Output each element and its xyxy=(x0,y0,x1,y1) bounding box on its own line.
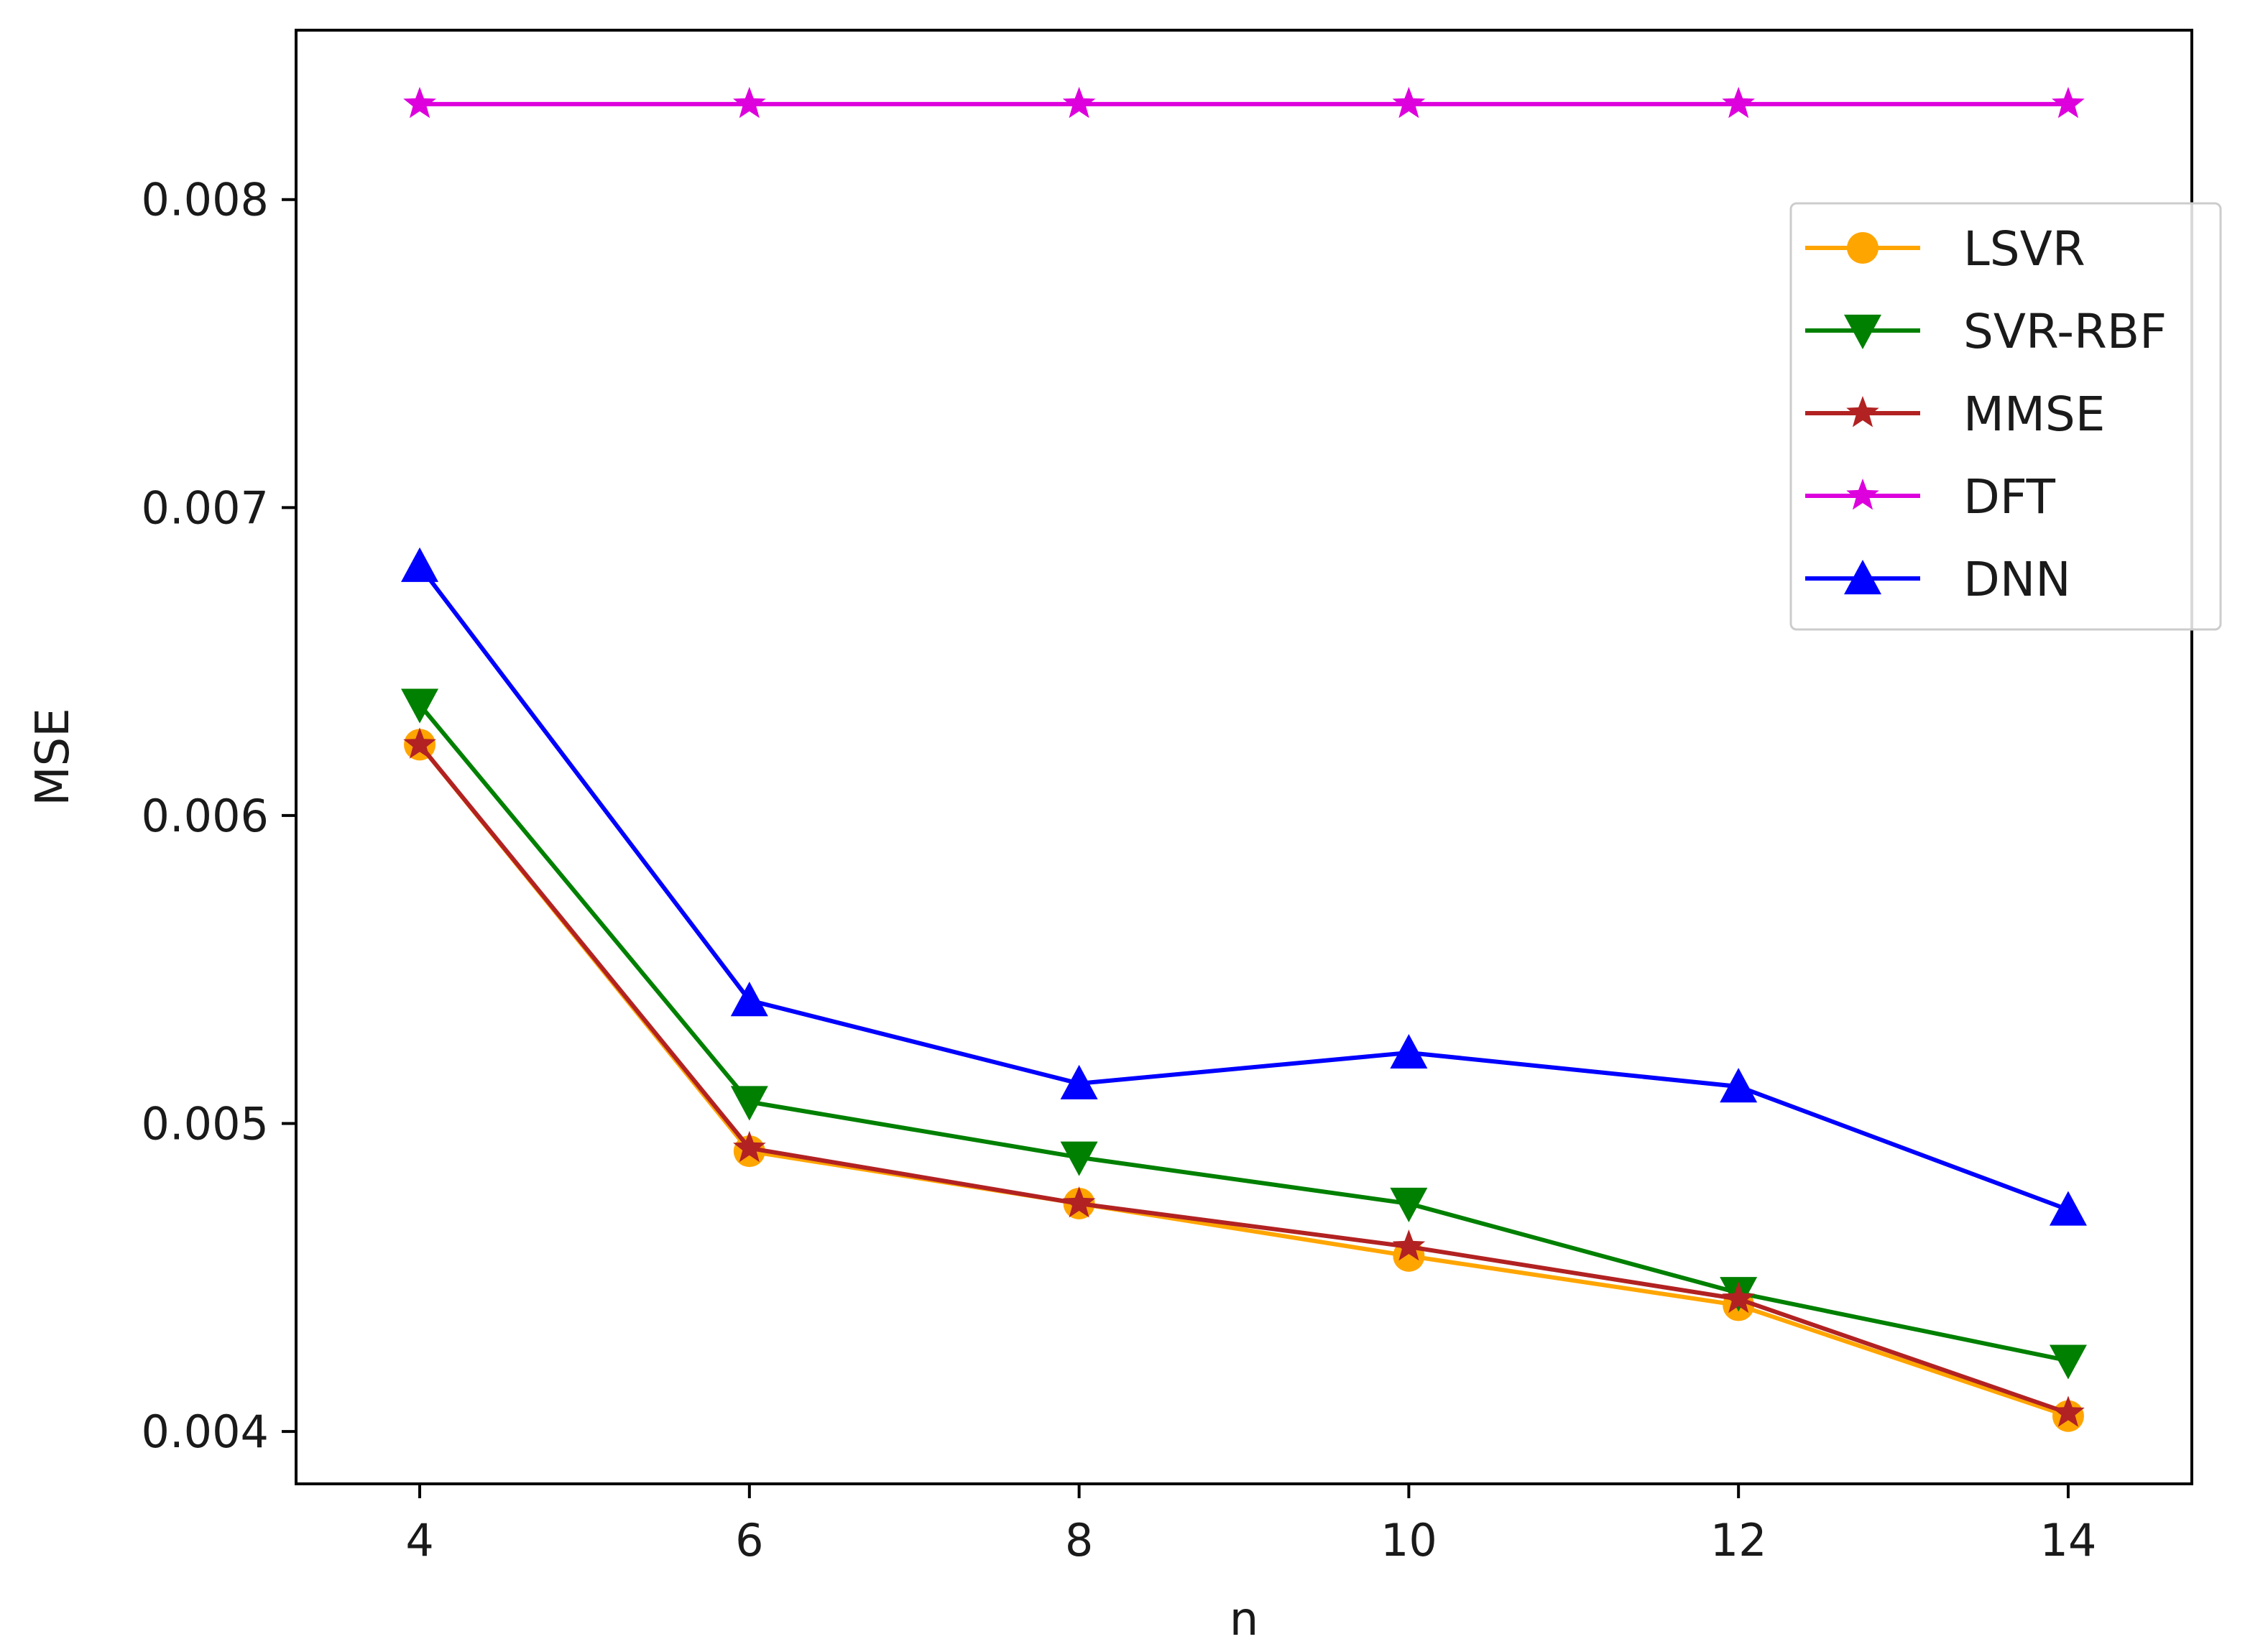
y-tick-label: 0.006 xyxy=(142,790,269,842)
data-point-svr-rbf xyxy=(2049,1344,2087,1380)
y-axis-label: MSE xyxy=(27,708,80,806)
legend-item-lsvr: LSVR xyxy=(1805,221,2085,277)
series-line-mmse xyxy=(418,743,2069,1416)
legend-label: MMSE xyxy=(1963,387,2105,442)
data-point-dnn xyxy=(401,547,439,582)
data-point-dnn xyxy=(1390,1033,1428,1069)
data-point-dft xyxy=(1722,86,1755,119)
x-tick-label: 4 xyxy=(405,1514,433,1566)
data-point-mmse xyxy=(733,1130,766,1163)
x-tick-label: 10 xyxy=(1380,1514,1437,1566)
y-tick-label: 0.004 xyxy=(142,1406,269,1458)
series-dnn xyxy=(401,547,2087,1226)
data-point-dnn xyxy=(2049,1191,2087,1226)
data-point-svr-rbf xyxy=(1060,1141,1098,1176)
data-point-mmse xyxy=(1722,1281,1755,1314)
x-tick-label: 12 xyxy=(1710,1514,1767,1566)
data-point-mmse xyxy=(1062,1186,1096,1218)
x-axis: 4 6 8 10 12 14 xyxy=(405,1484,2096,1566)
legend-marker xyxy=(1844,314,1881,349)
data-point-dft xyxy=(403,86,436,119)
x-tick-label: 6 xyxy=(735,1514,763,1566)
legend-item-dft: DFT xyxy=(1805,469,2056,525)
legend-item-svr-rbf: SVR-RBF xyxy=(1805,304,2167,359)
x-axis-label: n xyxy=(1230,1593,1259,1646)
legend-marker xyxy=(1844,560,1881,595)
series-layer xyxy=(401,86,2087,1432)
series-line-dnn xyxy=(418,564,2070,1212)
legend-box xyxy=(1789,202,2222,631)
data-point-svr-rbf xyxy=(730,1086,768,1121)
legend-marker xyxy=(1847,232,1879,264)
legend-item-dnn: DNN xyxy=(1805,552,2071,607)
data-point-svr-rbf xyxy=(1390,1187,1428,1222)
y-tick-label: 0.008 xyxy=(142,174,269,226)
series-line-lsvr xyxy=(418,743,2069,1418)
data-point-mmse xyxy=(2052,1395,2085,1427)
legend-marker xyxy=(1846,479,1879,510)
data-point-dft xyxy=(733,86,766,119)
x-tick-label: 14 xyxy=(2040,1514,2097,1566)
y-axis: 0.004 0.005 0.006 0.007 0.008 xyxy=(142,174,296,1458)
legend-marker xyxy=(1846,396,1879,428)
data-point-dft xyxy=(1062,86,1096,119)
data-point-dft xyxy=(2052,86,2085,119)
series-lsvr xyxy=(404,729,2084,1432)
series-dft xyxy=(403,86,2085,119)
series-svr-rbf xyxy=(401,688,2087,1380)
data-point-mmse xyxy=(1392,1229,1426,1261)
data-point-mmse xyxy=(403,727,436,759)
data-point-dnn xyxy=(730,982,768,1017)
series-mmse xyxy=(403,727,2085,1427)
legend-item-mmse: MMSE xyxy=(1805,387,2105,442)
legend-label: SVR-RBF xyxy=(1963,304,2167,359)
data-point-dft xyxy=(1392,86,1426,119)
legend: LSVR SVR-RBF MMSE DFT DNN xyxy=(1789,202,2222,631)
y-tick-label: 0.007 xyxy=(142,481,269,534)
data-point-dnn xyxy=(1720,1068,1758,1103)
legend-label: DNN xyxy=(1963,552,2071,607)
data-point-svr-rbf xyxy=(401,688,439,724)
plot-frame xyxy=(295,29,2193,1485)
data-point-dnn xyxy=(1060,1064,1098,1099)
legend-label: DFT xyxy=(1963,469,2056,525)
legend-label: LSVR xyxy=(1963,221,2085,277)
series-line-svr-rbf xyxy=(418,703,2069,1363)
x-tick-label: 8 xyxy=(1065,1514,1093,1566)
y-tick-label: 0.005 xyxy=(142,1098,269,1150)
